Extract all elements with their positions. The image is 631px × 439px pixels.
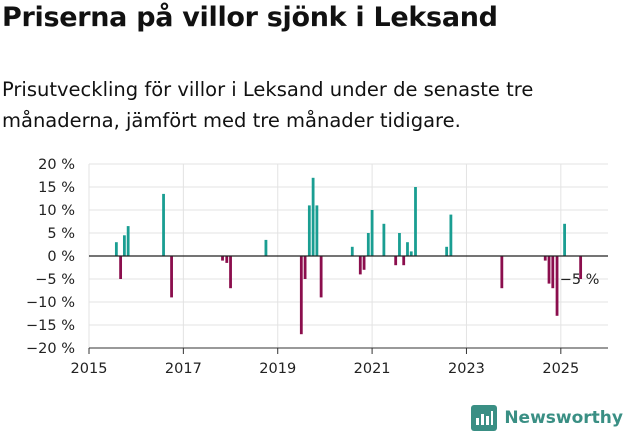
bar xyxy=(225,256,229,263)
bar xyxy=(319,256,323,298)
x-tick-label: 2015 xyxy=(71,361,108,377)
bar xyxy=(402,256,406,266)
y-tick-label: 20 % xyxy=(38,157,75,173)
bar xyxy=(350,246,354,256)
bar xyxy=(398,233,401,256)
y-tick-label: −10 % xyxy=(26,295,75,311)
y-tick-label: 10 % xyxy=(38,203,75,219)
bar xyxy=(170,256,173,298)
bar xyxy=(114,242,118,256)
bar xyxy=(358,256,362,275)
bar xyxy=(370,210,374,256)
bar xyxy=(563,223,566,256)
bar-chart: −20 % −15 % −10 % −5 % 0 % 5 % 10 % 15 % 20 % 20… xyxy=(26,157,608,377)
x-tick-label: 2025 xyxy=(542,361,579,377)
bar xyxy=(394,256,398,266)
bar xyxy=(162,193,165,256)
bar xyxy=(362,256,366,270)
bar xyxy=(445,246,449,256)
x-tick-label: 2023 xyxy=(448,361,485,377)
bar xyxy=(543,256,547,261)
brand: Newsworthy xyxy=(471,405,623,431)
bar xyxy=(551,256,555,289)
newsworthy-logo-icon xyxy=(471,405,498,431)
bar xyxy=(122,235,126,256)
bar xyxy=(264,239,268,256)
y-tick-label: 0 % xyxy=(47,249,75,265)
bar xyxy=(229,256,232,289)
last-value-annotation: −5 % xyxy=(560,272,600,288)
bar xyxy=(555,256,559,316)
chart-subtitle: Prisutveckling för villor i Leksand unde… xyxy=(2,78,534,132)
bar xyxy=(409,251,413,256)
bar xyxy=(315,205,319,256)
brand-name: Newsworthy xyxy=(504,408,623,428)
bar xyxy=(303,256,307,279)
bar xyxy=(406,242,409,256)
y-tick-label: 5 % xyxy=(47,226,75,242)
bars xyxy=(114,177,583,335)
bar xyxy=(119,256,123,279)
y-tick-label: −20 % xyxy=(26,341,75,357)
chart-title: Priserna på villor sjönk i Leksand xyxy=(2,2,498,33)
y-tick-label: 15 % xyxy=(38,180,75,196)
x-tick-label: 2017 xyxy=(165,361,202,377)
y-tick-label: −15 % xyxy=(26,318,75,334)
bar xyxy=(126,226,130,256)
bar xyxy=(221,256,224,261)
bar xyxy=(307,205,311,256)
bar xyxy=(382,223,386,256)
bar xyxy=(579,256,583,279)
y-tick-labels: −20 % −15 % −10 % −5 % 0 % 5 % 10 % 15 % 20 % xyxy=(26,157,75,357)
x-tick-label: 2019 xyxy=(259,361,296,377)
bar xyxy=(500,256,504,289)
bar xyxy=(366,233,370,256)
x-tick-labels: 2015 2017 2019 2021 2023 2025 xyxy=(71,348,579,377)
x-tick-label: 2021 xyxy=(354,361,391,377)
bar xyxy=(547,256,551,284)
bar xyxy=(311,177,315,256)
bar xyxy=(449,214,453,256)
bar xyxy=(414,187,417,256)
y-tick-label: −5 % xyxy=(35,272,75,288)
bar xyxy=(299,256,303,335)
